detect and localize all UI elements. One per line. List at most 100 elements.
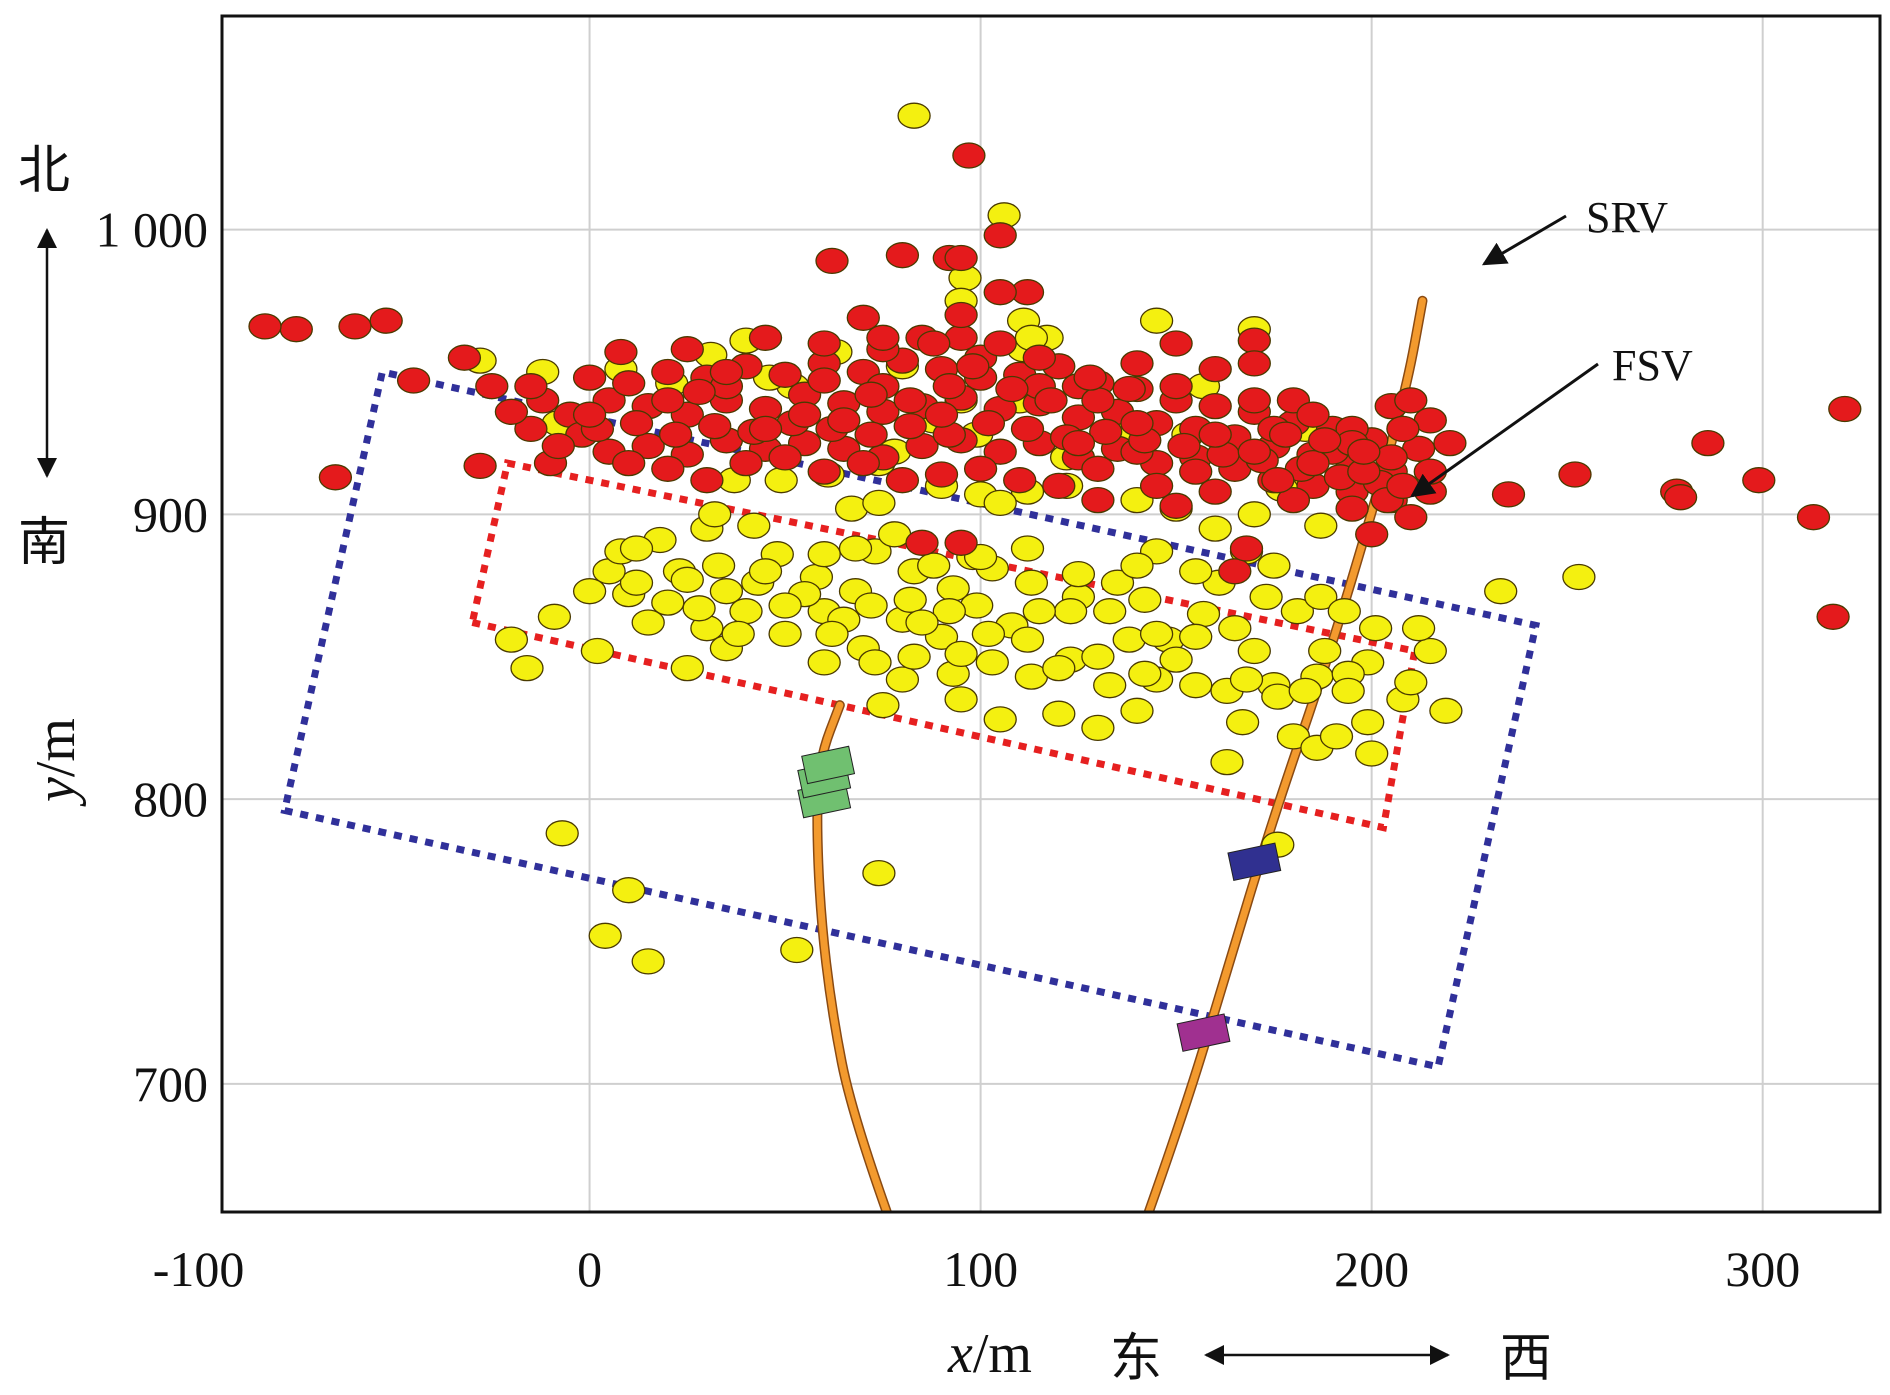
- event-point: [1319, 723, 1354, 750]
- event-point: [1010, 535, 1045, 562]
- event-point: [1089, 418, 1123, 445]
- event-point: [1331, 677, 1365, 705]
- grid-lines: [222, 16, 1880, 1212]
- event-point: [1081, 387, 1115, 414]
- event-point: [737, 512, 771, 539]
- event-point: [1010, 415, 1045, 443]
- event-point: [1159, 492, 1193, 519]
- event-point: [612, 370, 646, 397]
- event-point: [1237, 350, 1271, 377]
- event-point: [1249, 583, 1283, 611]
- event-point: [1218, 615, 1252, 642]
- event-point: [983, 222, 1017, 249]
- event-point: [1268, 421, 1303, 448]
- event-point: [1280, 598, 1315, 625]
- x-axis-unit: /m: [973, 1323, 1032, 1385]
- event-point: [1022, 598, 1056, 625]
- event-point: [396, 367, 431, 394]
- event-point: [858, 649, 892, 676]
- event-point: [768, 361, 802, 388]
- event-point: [748, 415, 783, 443]
- event-point: [514, 373, 548, 400]
- event-point: [1093, 672, 1127, 699]
- event-point: [494, 398, 529, 425]
- event-point: [1394, 504, 1428, 531]
- event-point: [338, 313, 372, 340]
- event-point: [1229, 535, 1264, 562]
- event-point: [1073, 364, 1107, 391]
- event-point: [1139, 472, 1174, 500]
- event-point: [1347, 438, 1381, 465]
- event-point: [1010, 626, 1045, 653]
- event-point: [1351, 709, 1385, 736]
- event-point: [1491, 481, 1526, 508]
- event-point: [971, 410, 1006, 437]
- event-point: [1081, 455, 1115, 482]
- event-point: [983, 330, 1017, 357]
- event-point: [764, 467, 798, 494]
- event-point: [1308, 637, 1342, 665]
- event-point: [651, 455, 685, 482]
- event-point: [619, 410, 654, 437]
- event-point: [631, 948, 665, 975]
- event-point: [690, 467, 724, 494]
- event-point: [588, 922, 622, 949]
- event-point: [1081, 643, 1115, 670]
- event-point: [815, 247, 849, 275]
- event-point: [580, 637, 615, 665]
- event-point: [1413, 458, 1447, 485]
- event-point: [807, 367, 841, 394]
- event-point: [1355, 521, 1389, 548]
- event-point: [1034, 387, 1068, 414]
- event-point: [1014, 569, 1049, 596]
- event-point: [1237, 387, 1271, 414]
- event-point: [768, 592, 802, 619]
- event-point: [1120, 552, 1154, 579]
- event-point: [1828, 395, 1862, 423]
- y-axis-var: y: [25, 777, 87, 807]
- event-point: [854, 592, 888, 619]
- event-point: [1229, 666, 1264, 693]
- event-point: [952, 142, 986, 169]
- event-point: [1413, 637, 1447, 665]
- event-point: [944, 244, 978, 272]
- event-point: [983, 279, 1017, 306]
- event-point: [1198, 515, 1232, 542]
- event-point: [893, 412, 927, 440]
- event-point: [1120, 410, 1154, 437]
- event-point: [936, 575, 970, 602]
- region-boxes: [280, 367, 1541, 1071]
- event-point: [768, 620, 802, 648]
- event-point: [1218, 558, 1252, 585]
- event-point: [815, 620, 849, 648]
- x-axis-var: x: [947, 1323, 973, 1385]
- south-label: 南: [18, 515, 70, 572]
- event-point: [1691, 429, 1725, 457]
- event-point: [1061, 429, 1096, 457]
- event-point: [1198, 392, 1232, 420]
- event-point: [1484, 578, 1518, 605]
- event-point: [983, 489, 1017, 517]
- event-point: [1179, 458, 1213, 485]
- event-point: [866, 324, 900, 351]
- event-point: [944, 686, 978, 713]
- event-point: [537, 603, 572, 630]
- event-point: [1179, 558, 1213, 585]
- fsv-pointer-arrow: [1410, 362, 1599, 498]
- event-point: [1179, 623, 1213, 650]
- event-point: [1120, 350, 1154, 377]
- event-point: [619, 535, 654, 562]
- event-point: [897, 643, 931, 670]
- event-point: [475, 373, 509, 400]
- event-point: [729, 449, 763, 477]
- event-point: [787, 401, 822, 428]
- stage-markers: [797, 745, 1282, 1052]
- event-point: [1335, 495, 1369, 522]
- event-point: [1355, 740, 1389, 767]
- event-point: [924, 461, 959, 488]
- event-point: [1237, 501, 1271, 528]
- event-point: [670, 336, 704, 363]
- event-point: [944, 529, 978, 556]
- event-points: [248, 102, 1862, 975]
- stage-marker: [1176, 1013, 1231, 1052]
